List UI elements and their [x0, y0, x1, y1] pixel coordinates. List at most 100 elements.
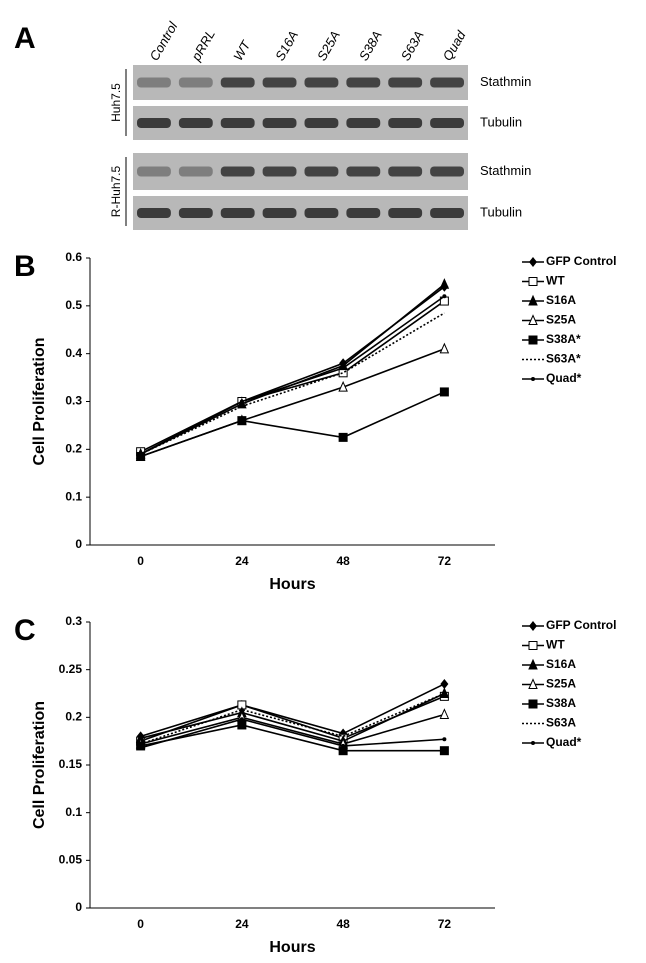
legend-marker — [528, 641, 538, 650]
band — [178, 166, 213, 177]
band — [388, 77, 423, 88]
series-line — [140, 713, 445, 745]
legend-label: Quad* — [546, 371, 582, 385]
series-line — [140, 300, 445, 453]
data-point — [442, 294, 447, 299]
legend-marker — [528, 335, 538, 345]
lane-label: pRRL — [188, 27, 218, 64]
legend-label: S25A — [546, 677, 576, 691]
band — [304, 118, 339, 128]
x-tick-label: 24 — [235, 554, 249, 568]
legend-marker — [528, 277, 538, 286]
band — [137, 208, 171, 218]
series-line — [140, 692, 445, 745]
data-point — [440, 678, 449, 689]
x-tick-label: 72 — [438, 917, 452, 931]
legend-label: S16A — [546, 657, 576, 671]
y-tick-label: 0.2 — [65, 442, 82, 456]
band — [220, 77, 255, 88]
protein-label: Tubulin — [480, 114, 522, 129]
band — [178, 118, 213, 128]
band — [430, 166, 464, 177]
data-point — [439, 387, 449, 397]
legend-label: S16A — [546, 293, 576, 307]
y-tick-label: 0.5 — [65, 298, 82, 312]
band — [346, 77, 381, 88]
legend-label: S63A* — [546, 352, 581, 366]
band — [262, 166, 297, 177]
x-tick-label: 0 — [137, 554, 144, 568]
x-tick-label: 72 — [438, 554, 452, 568]
panel-label: C — [14, 614, 36, 647]
band — [388, 118, 423, 128]
legend-label: GFP Control — [546, 254, 616, 268]
series-line — [140, 295, 445, 455]
series-line — [140, 724, 445, 752]
band — [262, 208, 297, 218]
data-point — [341, 366, 346, 371]
band — [346, 166, 381, 177]
band — [137, 77, 171, 88]
legend-marker — [528, 699, 538, 709]
x-axis-label: Hours — [269, 939, 315, 956]
y-tick-label: 0 — [75, 900, 82, 914]
band — [304, 166, 339, 177]
series-line — [140, 692, 445, 743]
band — [137, 118, 171, 128]
protein-label: Stathmin — [480, 163, 531, 178]
y-tick-label: 0.2 — [65, 710, 82, 724]
data-point — [439, 278, 450, 289]
lane-label: Control — [147, 18, 181, 63]
legend-marker — [528, 678, 538, 689]
band — [430, 77, 464, 88]
protein-label: Stathmin — [480, 74, 531, 89]
y-tick-label: 0.05 — [59, 853, 83, 867]
legend-marker — [529, 621, 537, 631]
band — [178, 208, 213, 218]
lane-label: WT — [230, 37, 254, 63]
lane-label: S25A — [314, 28, 343, 63]
cell-line-label: Huh7.5 — [109, 83, 123, 122]
band — [262, 77, 297, 88]
data-point — [237, 720, 247, 730]
legend-label: GFP Control — [546, 618, 616, 632]
band — [430, 118, 464, 128]
y-tick-label: 0.6 — [65, 250, 82, 264]
y-tick-label: 0.3 — [65, 614, 82, 628]
data-point — [237, 416, 247, 426]
legend-marker — [531, 741, 535, 745]
x-tick-label: 24 — [235, 917, 249, 931]
y-tick-label: 0.25 — [59, 662, 83, 676]
legend-label: S38A* — [546, 332, 581, 346]
band — [346, 118, 381, 128]
panel-label: A — [14, 22, 36, 55]
cell-line-label: R-Huh7.5 — [109, 165, 123, 217]
legend-label: S25A — [546, 313, 576, 327]
y-tick-label: 0.4 — [65, 346, 82, 360]
x-tick-label: 48 — [336, 917, 350, 931]
protein-label: Tubulin — [480, 204, 522, 219]
lane-label: S16A — [272, 28, 301, 63]
band — [178, 77, 213, 88]
x-axis-label: Hours — [269, 576, 315, 593]
legend-marker — [531, 377, 535, 381]
data-point — [439, 746, 449, 756]
data-point — [338, 432, 348, 442]
legend-label: S63A — [546, 716, 576, 730]
series-line — [140, 683, 445, 738]
band — [137, 166, 171, 177]
y-tick-label: 0.15 — [59, 757, 83, 771]
legend-label: WT — [546, 638, 565, 652]
band — [388, 166, 423, 177]
y-tick-label: 0 — [75, 537, 82, 551]
legend-label: Quad* — [546, 735, 582, 749]
data-point — [442, 737, 447, 742]
band — [304, 208, 339, 218]
y-axis-label: Cell Proliferation — [31, 701, 48, 829]
legend-marker — [528, 314, 538, 325]
lane-label: Quad — [440, 28, 469, 64]
data-point — [138, 745, 143, 750]
legend-marker — [528, 658, 538, 670]
band — [346, 208, 381, 218]
